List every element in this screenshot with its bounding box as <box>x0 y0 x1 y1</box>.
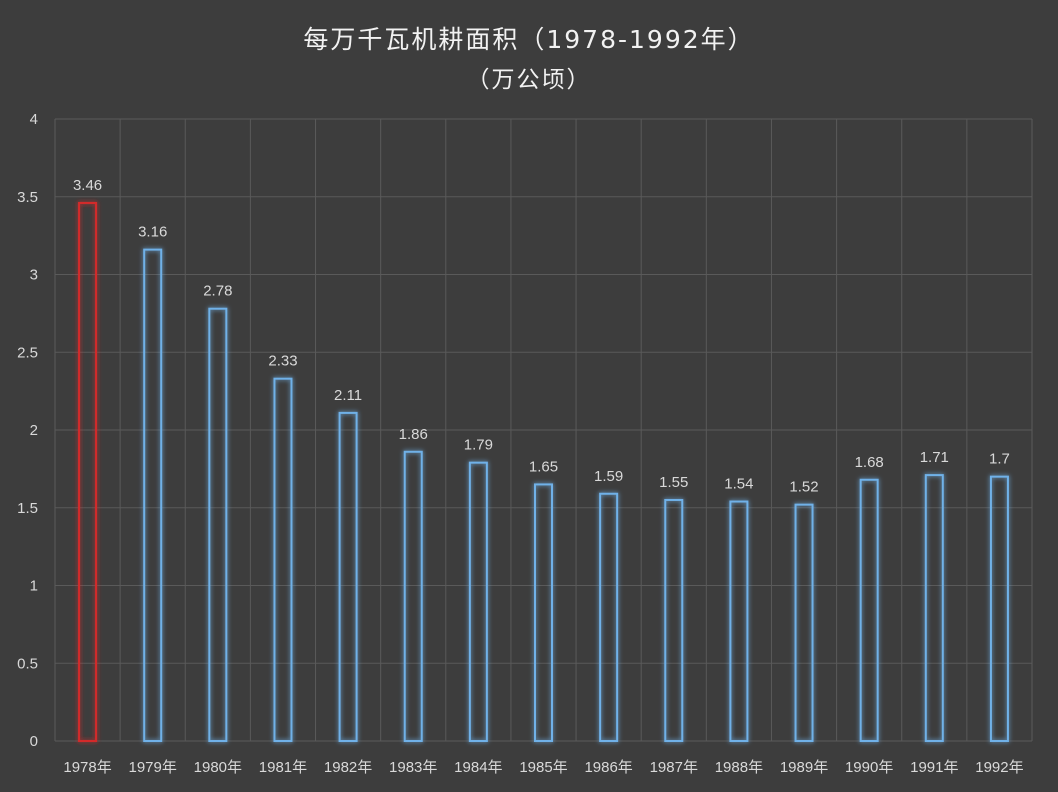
bar <box>924 474 944 742</box>
x-tick-label: 1987年 <box>650 759 698 776</box>
bar <box>989 475 1009 742</box>
y-tick-label: 3 <box>30 267 38 284</box>
x-tick-label: 1990年 <box>845 759 893 776</box>
y-tick-label: 3.5 <box>17 189 38 206</box>
data-label: 1.55 <box>659 474 688 491</box>
x-tick-label: 1988年 <box>715 759 763 776</box>
data-label: 2.78 <box>203 283 232 300</box>
data-label: 1.79 <box>464 437 493 454</box>
x-tick-label: 1985年 <box>519 759 567 776</box>
y-tick-label: 0 <box>30 733 38 750</box>
bar <box>403 450 423 742</box>
x-tick-label: 1983年 <box>389 759 437 776</box>
data-label: 1.68 <box>855 454 884 471</box>
bar <box>143 248 163 742</box>
bar <box>273 377 293 742</box>
x-tick-label: 1982年 <box>324 759 372 776</box>
x-tick-label: 1986年 <box>584 759 632 776</box>
y-tick-label: 0.5 <box>17 655 38 672</box>
bar <box>78 201 98 743</box>
y-tick-label: 2.5 <box>17 344 38 361</box>
bar <box>664 498 684 742</box>
data-label: 1.65 <box>529 458 558 475</box>
bar <box>468 461 488 742</box>
data-label: 1.52 <box>789 479 818 496</box>
x-tick-label: 1992年 <box>975 759 1023 776</box>
x-tick-label: 1991年 <box>910 759 958 776</box>
data-label: 1.71 <box>920 449 949 466</box>
bar <box>534 483 553 742</box>
chart-title: 每万千瓦机耕面积（1978-1992年） <box>303 25 755 54</box>
x-tick-label: 1978年 <box>63 759 111 776</box>
y-tick-label: 2 <box>30 422 38 439</box>
x-tick-label: 1981年 <box>259 759 307 776</box>
data-label: 1.86 <box>399 426 428 443</box>
data-label: 1.59 <box>594 468 623 485</box>
data-label: 2.11 <box>334 387 362 404</box>
x-tick-label: 1984年 <box>454 759 502 776</box>
bar <box>208 307 228 742</box>
y-tick-label: 1.5 <box>17 500 38 517</box>
data-label: 3.16 <box>138 224 167 241</box>
data-label: 1.7 <box>989 451 1010 468</box>
x-tick-label: 1979年 <box>129 759 177 776</box>
x-tick-label: 1980年 <box>194 759 242 776</box>
y-tick-label: 1 <box>30 578 38 595</box>
data-label: 1.54 <box>724 476 753 493</box>
y-tick-label: 4 <box>30 111 38 128</box>
data-label: 3.46 <box>73 177 102 194</box>
data-label: 2.33 <box>268 353 297 370</box>
chart-subtitle: （万公顷） <box>466 67 592 93</box>
bar <box>338 411 358 742</box>
bar <box>729 500 749 742</box>
bar <box>599 492 619 742</box>
x-tick-label: 1989年 <box>780 759 828 776</box>
bar <box>859 478 879 742</box>
bar <box>794 503 814 743</box>
